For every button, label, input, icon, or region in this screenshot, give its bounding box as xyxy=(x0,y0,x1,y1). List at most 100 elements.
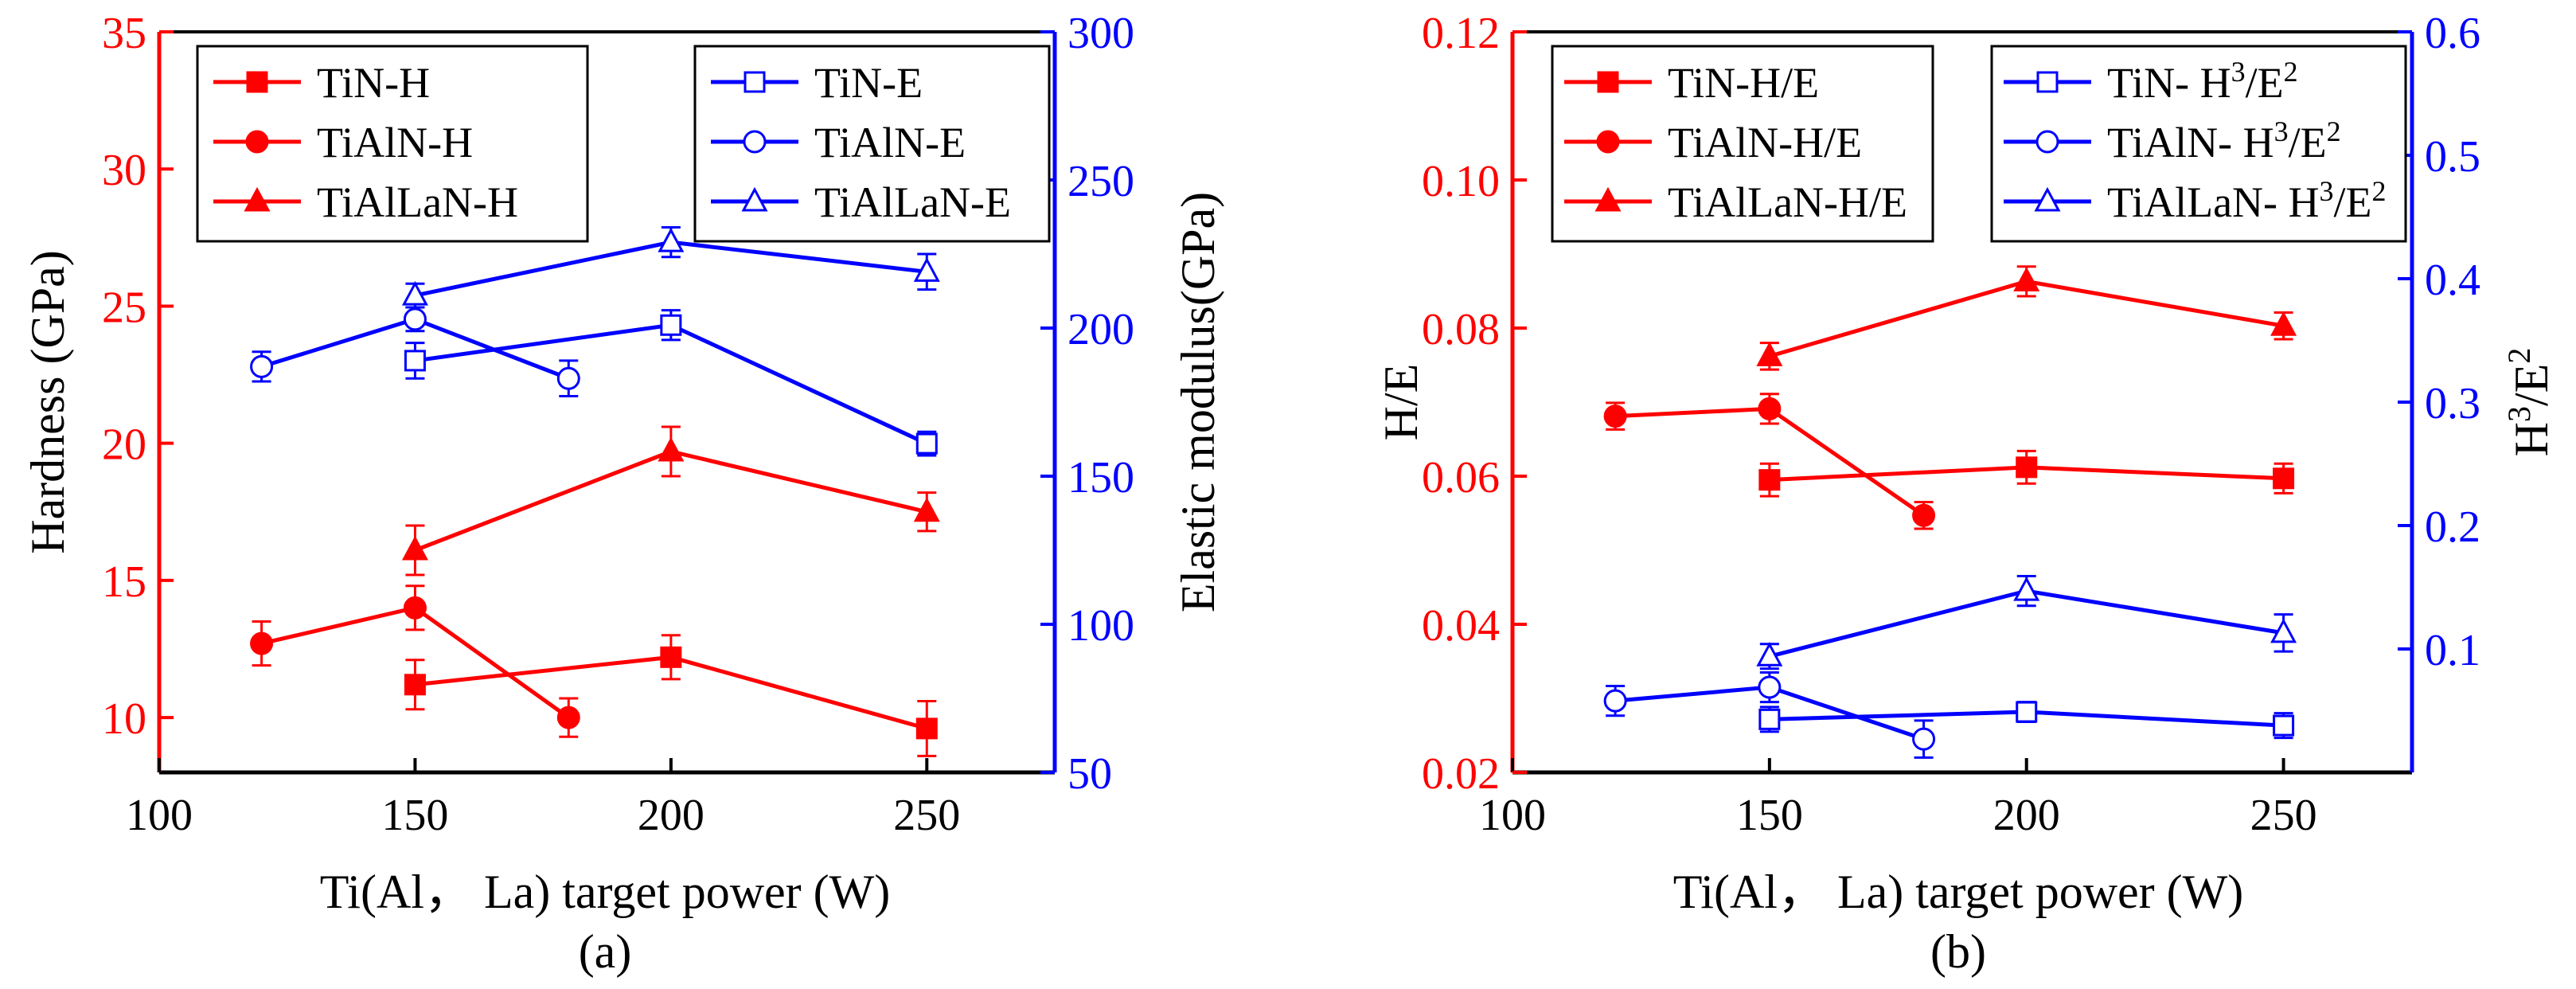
legend-marker xyxy=(246,71,268,93)
legend-marker xyxy=(743,130,767,154)
panel-b-y-right-label-sup2: 2 xyxy=(2501,348,2537,364)
panel-b-y-right-tick-label: 0.4 xyxy=(2425,256,2480,305)
panel-b-y-left-tick-label: 0.04 xyxy=(1422,601,1500,651)
panel-a-y-left-label: Hardness (GPa) xyxy=(21,250,74,554)
panel-b-x-tick-label: 200 xyxy=(1993,791,2060,840)
panel-b-y-right-tick-label: 0.1 xyxy=(2425,626,2480,675)
panel-a-y-left-tick-label: 30 xyxy=(102,146,146,195)
panel-a-y-left-tick-label: 25 xyxy=(102,283,146,332)
panel-b-y-left-label: H/E xyxy=(1375,364,1427,441)
data-point xyxy=(915,717,938,740)
panel-a: 100 150 200 250 10 15 20 25 30 35 50 100 150 200 250 30… xyxy=(21,9,1224,978)
panel-a-y-left-tick-label: 10 xyxy=(102,694,146,744)
data-point xyxy=(2013,576,2040,601)
panel-a-y-right-tick-label: 200 xyxy=(1067,305,1134,354)
legend-marker xyxy=(1596,130,1620,154)
data-point xyxy=(658,436,685,462)
panel-a-y-right-tick-label: 250 xyxy=(1067,157,1134,206)
data-point xyxy=(658,227,685,252)
data-point xyxy=(2270,311,2297,336)
panel-a-y-left-tick-label: 20 xyxy=(102,420,146,470)
data-point xyxy=(403,307,427,331)
data-point xyxy=(556,706,580,729)
legend-label: TiAlLaN-H/E xyxy=(1668,178,1907,226)
panel-a-y-right-tick-label: 50 xyxy=(1067,749,1112,799)
panel-b-y-left-tick-label: 0.10 xyxy=(1422,157,1500,206)
panel-a-x-tick-label: 150 xyxy=(381,791,448,840)
data-point xyxy=(404,674,426,696)
legend-marker xyxy=(2034,186,2061,212)
legend-marker xyxy=(2036,71,2059,93)
panel-a-x-tick-label: 250 xyxy=(893,791,960,840)
data-point xyxy=(1756,342,1783,366)
legend-label-sup: 3 xyxy=(2231,56,2246,88)
legend-label: TiAlLaN-E xyxy=(814,178,1011,226)
data-point xyxy=(913,257,940,282)
panel-b-y-right-label-base: H xyxy=(2505,422,2558,456)
panel-a-x-tick-label: 200 xyxy=(638,791,704,840)
legend-label: TiAlN- H3/E2 xyxy=(2107,115,2341,166)
legend-label-sup: 2 xyxy=(2327,115,2341,147)
legend-marker xyxy=(741,186,768,212)
legend-label: TiN-H xyxy=(317,59,430,107)
panel-b-y-right-tick-label: 0.5 xyxy=(2425,132,2480,182)
legend-label: TiAlLaN-H xyxy=(317,178,518,226)
panel-b-y-right-label: H3/E2 xyxy=(2501,348,2558,457)
panel-b-y-right-label-mid: /E xyxy=(2505,364,2558,406)
legend-label-base: TiAlLaN- H xyxy=(2107,178,2320,226)
legend-label-mid: /E xyxy=(2289,119,2327,166)
panel-a-y-right-label: Elastic modulus(GPa) xyxy=(1172,192,1224,612)
panel-a-x-tick-label: 100 xyxy=(126,791,193,840)
legend-label-mid: /E xyxy=(2334,178,2372,226)
data-point xyxy=(404,350,426,372)
panel-b-x-label: Ti(Al， La) target power (W) xyxy=(1673,866,2243,918)
panel-b-y-left-tick-label: 0.02 xyxy=(1422,749,1500,799)
data-point xyxy=(1758,469,1781,491)
data-point xyxy=(556,366,580,390)
legend-label-mid: /E xyxy=(2246,59,2284,107)
data-point xyxy=(403,596,427,620)
data-point xyxy=(250,354,274,378)
panel-a-y-left-tick-label: 35 xyxy=(102,9,146,58)
legend-label: TiAlN-E xyxy=(814,119,966,166)
legend-label-sup: 3 xyxy=(2274,115,2289,147)
legend-label-sup: 2 xyxy=(2284,56,2298,88)
data-point xyxy=(1758,675,1782,699)
legend-label-base: TiAlN- H xyxy=(2107,119,2274,166)
legend-marker xyxy=(1594,186,1622,212)
panel-b-y-right-tick-label: 0.6 xyxy=(2425,9,2480,58)
legend-label-sup: 3 xyxy=(2320,175,2334,207)
data-point xyxy=(2273,714,2295,737)
data-point xyxy=(1912,503,1936,527)
panel-b-y-left-tick-label: 0.12 xyxy=(1422,9,1500,58)
legend-label-sup: 2 xyxy=(2372,175,2387,207)
legend-label: TiN- H3/E2 xyxy=(2107,56,2298,107)
panel-b-y-left-tick-label: 0.08 xyxy=(1422,305,1500,354)
panel-b-data xyxy=(1603,265,2297,759)
legend-marker xyxy=(1597,71,1619,93)
data-point xyxy=(401,535,428,561)
panel-a-y-left-tick-label: 15 xyxy=(102,557,146,607)
legend-marker xyxy=(744,71,766,93)
legend-label-base: TiN- H xyxy=(2107,59,2231,107)
legend-label: TiAlN-H/E xyxy=(1668,119,1862,166)
legend-label: TiN-E xyxy=(814,59,923,107)
panel-b: 100 150 200 250 0.02 0.04 0.06 0.08 0.10 0.12 0.1 0… xyxy=(1375,9,2558,978)
panel-a-x-label: Ti(Al， La) target power (W) xyxy=(320,866,890,918)
panel-b-y-right-tick-label: 0.2 xyxy=(2425,502,2480,552)
panel-a-y-right-tick-label: 100 xyxy=(1067,601,1134,651)
data-point xyxy=(660,314,682,336)
data-point xyxy=(2016,456,2038,479)
panel-b-y-right-tick-label: 0.3 xyxy=(2425,379,2480,428)
data-point xyxy=(1603,405,1627,428)
panel-a-caption: (a) xyxy=(579,925,632,978)
data-point xyxy=(1912,727,1936,751)
data-point xyxy=(2016,701,2038,723)
data-point xyxy=(2270,618,2297,643)
panel-b-x-tick-label: 100 xyxy=(1479,791,1546,840)
legend-label: TiAlLaN- H3/E2 xyxy=(2107,175,2387,226)
data-point xyxy=(2273,467,2295,490)
data-point xyxy=(2013,267,2040,291)
data-point xyxy=(1758,397,1782,420)
